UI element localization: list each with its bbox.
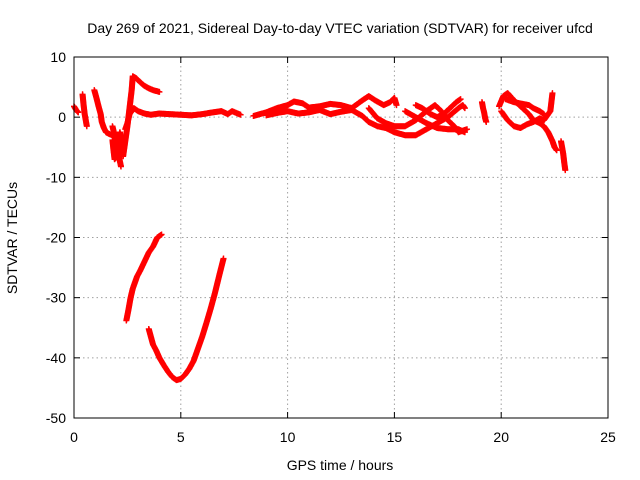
y-axis-label: SDTVAR / TECUs <box>4 182 20 294</box>
plus-marker <box>75 109 82 116</box>
x-tick-label: 10 <box>280 429 296 445</box>
plus-marker <box>549 90 556 97</box>
y-tick-label: -30 <box>46 290 66 306</box>
y-tick-label: 0 <box>58 109 66 125</box>
plus-marker <box>393 102 400 109</box>
plus-marker <box>461 105 468 112</box>
plus-marker <box>461 129 468 136</box>
series-sat-j <box>145 255 227 384</box>
series-sat-d <box>122 105 244 133</box>
series-sat-g <box>365 96 471 136</box>
data-points <box>71 73 569 384</box>
plus-marker <box>158 231 165 238</box>
plus-marker <box>83 123 90 130</box>
x-tick-label: 5 <box>177 429 185 445</box>
grid <box>74 57 608 418</box>
y-tick-label: -40 <box>46 350 66 366</box>
x-tick-label: 0 <box>70 429 78 445</box>
plus-marker <box>156 88 163 95</box>
plus-marker <box>553 147 560 154</box>
plus-marker <box>117 163 124 170</box>
series-sat-i <box>123 231 165 324</box>
x-tick-label: 20 <box>493 429 509 445</box>
y-tick-labels: -50 -40 -30 -20 -10 0 10 <box>46 49 66 426</box>
y-tick-label: -50 <box>46 410 66 426</box>
plus-marker <box>237 111 244 118</box>
plot-frame <box>73 56 609 419</box>
plus-marker <box>483 118 490 125</box>
x-axis-label: GPS time / hours <box>287 457 394 473</box>
y-tick-label: 10 <box>50 49 66 65</box>
plus-marker <box>562 167 569 174</box>
plus-marker <box>220 255 227 262</box>
series-sat-c <box>109 123 124 170</box>
chart-title: Day 269 of 2021, Sidereal Day-to-day VTE… <box>87 20 593 36</box>
plus-marker <box>540 111 547 118</box>
x-tick-label: 15 <box>387 429 403 445</box>
plus-marker <box>457 96 464 103</box>
series-sat-h <box>478 90 569 174</box>
y-tick-label: -10 <box>46 169 66 185</box>
y-tick-label: -20 <box>46 230 66 246</box>
series-sat-f <box>263 102 468 139</box>
x-tick-label: 25 <box>600 429 616 445</box>
x-tick-labels: 0 5 10 15 20 25 <box>70 429 616 445</box>
